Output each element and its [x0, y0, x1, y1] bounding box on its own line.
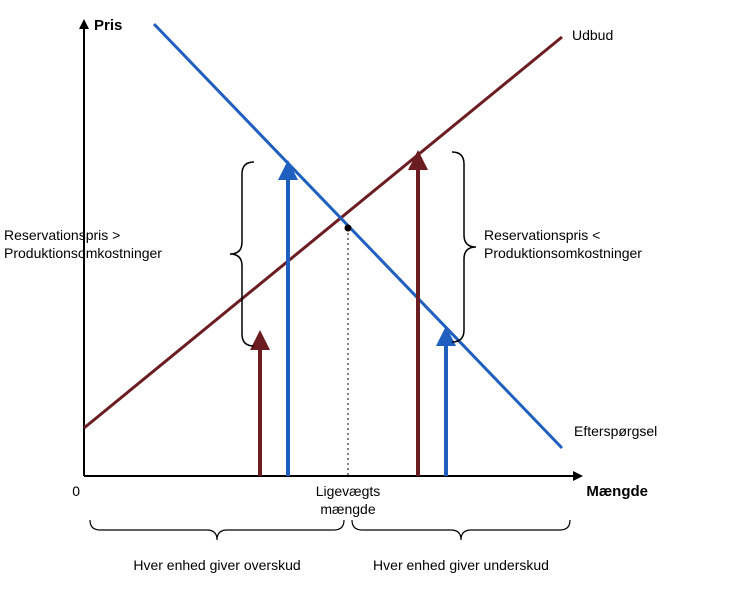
- bottom-brace-right: [352, 520, 570, 540]
- left-brace-label-1: Reservationspris >: [4, 227, 120, 243]
- supply-demand-chart: Pris Mængde 0 Udbud Efterspørgsel Ligevæ…: [0, 0, 733, 600]
- bottom-brace-left-label: Hver enhed giver overskud: [133, 557, 300, 573]
- equilibrium-x-label-2: mængde: [320, 501, 375, 517]
- equilibrium-point: [345, 225, 352, 232]
- right-brace: [452, 152, 476, 342]
- x-axis-label: Mængde: [586, 483, 648, 500]
- bottom-brace-left: [90, 520, 344, 540]
- origin-label: 0: [72, 483, 80, 499]
- y-axis-label: Pris: [94, 17, 122, 34]
- supply-label: Udbud: [572, 27, 613, 43]
- left-brace-label-2: Produktionsomkostninger: [4, 245, 162, 261]
- right-brace-label-1: Reservationspris <: [484, 227, 600, 243]
- demand-label: Efterspørgsel: [574, 423, 657, 439]
- equilibrium-x-label-1: Ligevægts: [316, 483, 381, 499]
- bottom-brace-right-label: Hver enhed giver underskud: [373, 557, 549, 573]
- right-brace-label-2: Produktionsomkostninger: [484, 245, 642, 261]
- left-brace: [230, 162, 254, 346]
